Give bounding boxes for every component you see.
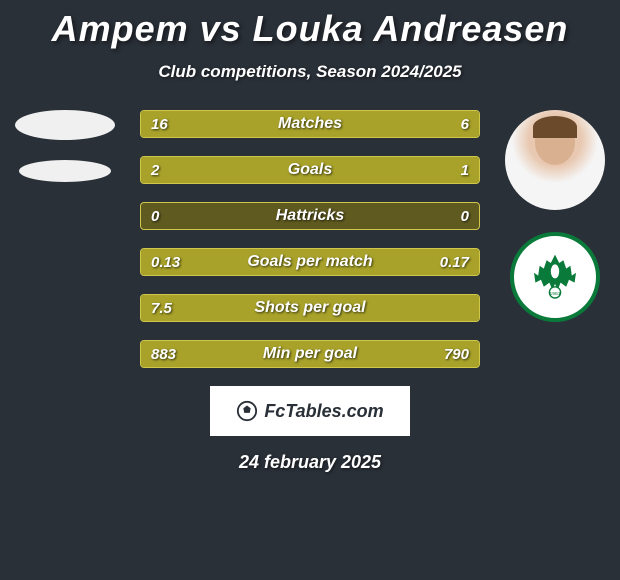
comparison-content: 1981 166Matches 21Goals 00Hattricks 0.130.1…	[0, 110, 620, 368]
stat-label: Matches	[141, 111, 479, 137]
stat-label: Goals per match	[141, 249, 479, 275]
footer-label: FcTables.com	[264, 401, 383, 422]
club-eagle-icon: 1981	[520, 242, 590, 312]
player1-avatar-placeholder	[15, 110, 115, 140]
page-title: Ampem vs Louka Andreasen	[0, 0, 620, 50]
svg-text:1981: 1981	[550, 291, 561, 297]
player2-club-badge: 1981	[510, 232, 600, 322]
stat-label: Hattricks	[141, 203, 479, 229]
stat-label: Min per goal	[141, 341, 479, 367]
stat-row: 00Hattricks	[140, 202, 480, 230]
stats-bars: 166Matches 21Goals 00Hattricks 0.130.17Goal…	[140, 110, 480, 368]
footer-source-badge: FcTables.com	[210, 386, 410, 436]
football-icon	[236, 400, 258, 422]
stat-row: 21Goals	[140, 156, 480, 184]
player2-avatar	[505, 110, 605, 210]
date-label: 24 february 2025	[0, 452, 620, 473]
stat-label: Goals	[141, 157, 479, 183]
stat-row: 166Matches	[140, 110, 480, 138]
left-player-column	[10, 110, 120, 202]
stat-row: 0.130.17Goals per match	[140, 248, 480, 276]
stat-label: Shots per goal	[141, 295, 479, 321]
stat-row: 883790Min per goal	[140, 340, 480, 368]
stat-row: 7.5Shots per goal	[140, 294, 480, 322]
subtitle: Club competitions, Season 2024/2025	[0, 62, 620, 82]
player1-club-placeholder	[19, 160, 111, 182]
right-player-column: 1981	[500, 110, 610, 322]
